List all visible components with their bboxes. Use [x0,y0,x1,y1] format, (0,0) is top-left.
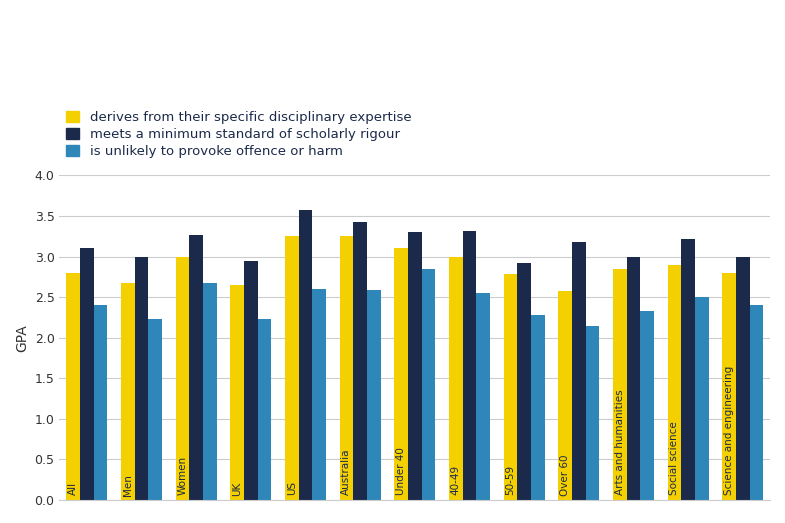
Text: UK: UK [232,482,242,496]
Bar [476,293,490,500]
Text: Over 60: Over 60 [560,454,570,496]
Bar [189,235,203,500]
Bar [503,275,517,500]
Bar [298,210,312,500]
Bar [667,265,681,500]
Text: US: US [287,481,297,495]
Bar [408,232,422,500]
Bar [626,257,641,500]
Text: Science and engineering: Science and engineering [724,366,734,495]
Bar [148,319,162,500]
Bar [571,242,586,500]
Bar [422,269,435,500]
Bar [394,248,408,500]
Y-axis label: GPA: GPA [15,324,29,351]
Text: Under 40: Under 40 [396,447,406,495]
Bar [312,289,326,500]
Text: Australia: Australia [341,448,352,495]
Bar [340,236,353,500]
Legend: derives from their specific disciplinary expertise, meets a minimum standard of : derives from their specific disciplinary… [66,111,411,157]
Text: 40-49: 40-49 [451,465,461,495]
Bar [257,319,272,500]
Bar [134,257,148,500]
Bar [681,238,695,500]
Bar [722,273,736,500]
Bar [736,257,750,500]
Text: Women: Women [177,456,188,495]
Bar [449,257,462,500]
Bar [80,248,93,500]
Bar [203,283,217,500]
Text: Men: Men [122,474,133,496]
Bar [285,236,298,500]
Bar [586,325,599,500]
Bar [462,231,476,500]
Bar [750,305,763,500]
Bar [367,290,381,500]
Text: Arts and humanities: Arts and humanities [615,390,625,495]
Bar [517,263,531,500]
Text: Social science: Social science [670,422,679,495]
Bar [695,297,709,500]
Bar [353,222,367,500]
Bar [176,257,189,500]
Bar [641,311,654,500]
Bar [558,291,571,500]
Text: 50-59: 50-59 [506,465,516,495]
Bar [93,305,108,500]
Bar [230,285,244,500]
Bar [66,273,80,500]
Bar [531,315,545,500]
Bar [121,282,134,500]
Bar [244,260,257,500]
Text: All: All [68,482,78,495]
Bar [613,269,626,500]
